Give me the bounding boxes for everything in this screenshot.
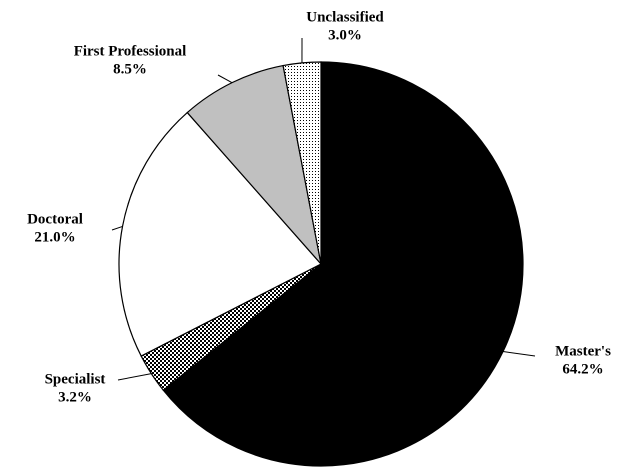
pie-slice [282,61,322,265]
slice-label: Doctoral [27,211,83,227]
leader-line [117,373,152,381]
slice-value-label: 64.2% [562,361,603,377]
slice-label: Specialist [45,371,106,387]
slice-value-label: 21.0% [34,229,75,245]
slice-label: Unclassified [306,9,384,25]
slice-value-label: 3.2% [58,389,92,405]
pie-slice [162,61,524,467]
slice-label: First Professional [74,43,187,59]
slice-value-label: 3.0% [328,27,362,43]
leader-line [502,351,536,357]
pie-slice [118,111,322,357]
slice-value-label: 8.5% [113,61,147,77]
leader-line [111,225,123,231]
slice-label: Master's [555,343,611,359]
leader-line [217,74,233,84]
